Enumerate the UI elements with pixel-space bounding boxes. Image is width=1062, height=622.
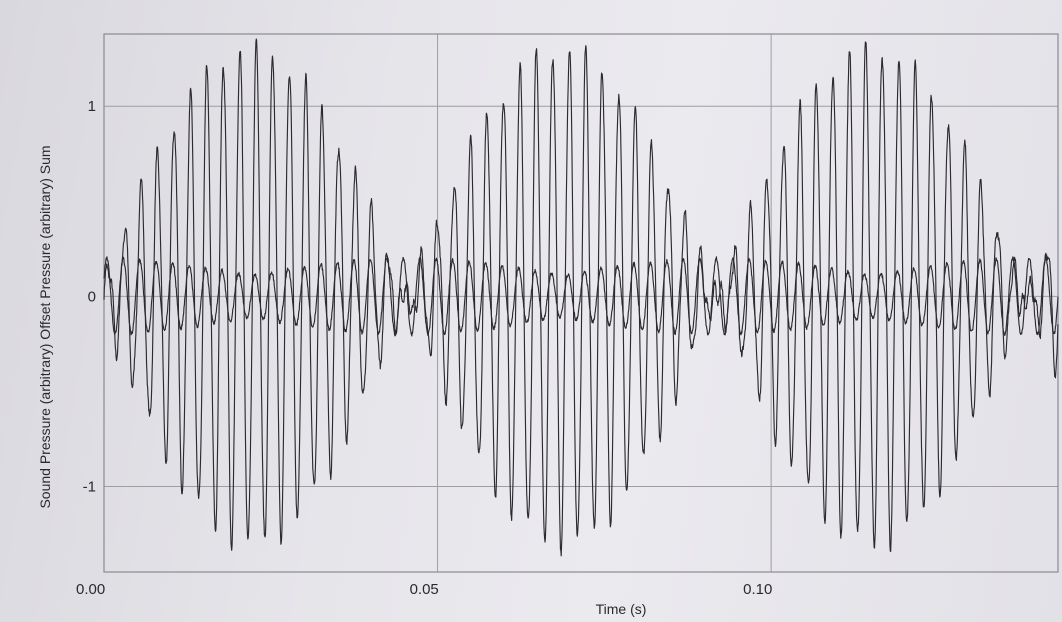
plot-frame [103, 33, 1059, 573]
x-tick-label: 0.10 [743, 581, 772, 598]
series-layer [103, 38, 1059, 557]
x-tick-label: 0.05 [410, 581, 439, 598]
grid-layer [104, 34, 1058, 572]
tick-layer: 0.00 0.05 0.10 1 0 -1 [76, 98, 772, 598]
offset-series-line [103, 256, 1059, 337]
y-tick-label: -1 [83, 478, 96, 495]
sum-series-line [103, 38, 1059, 557]
y-tick-label: 0 [88, 288, 96, 305]
x-axis-label: Time (s) [596, 601, 647, 617]
y-axis-label: Sound Pressure (arbitrary) Offset Pressu… [37, 145, 53, 508]
y-tick-label: 1 [88, 98, 96, 115]
x-tick-label: 0.00 [76, 581, 105, 598]
